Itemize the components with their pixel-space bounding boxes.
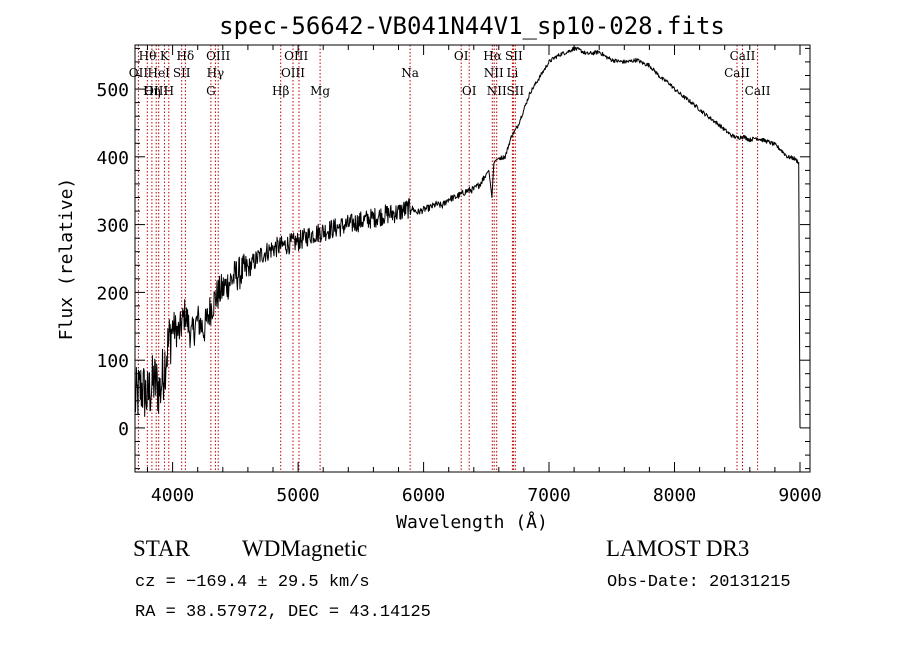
spectrum-line-0 bbox=[134, 46, 801, 428]
line-label-14: Na bbox=[401, 66, 419, 80]
line-label-6: Hα bbox=[483, 49, 502, 63]
redshift-velocity: cz = −169.4 ± 29.5 km/s bbox=[135, 573, 370, 592]
x-axis-label: Wavelength (Å) bbox=[396, 511, 548, 533]
line-label-27: CaII bbox=[745, 84, 771, 98]
plot-frame bbox=[134, 44, 811, 473]
line-label-11: SII bbox=[173, 66, 191, 80]
line-label-15: NII bbox=[484, 66, 504, 80]
line-label-0: Hθ bbox=[139, 49, 157, 63]
chart-title: spec-56642-VB041N44V1_sp10-028.fits bbox=[219, 12, 725, 40]
spectrum-series bbox=[134, 46, 801, 428]
y-tick-label: 200 bbox=[96, 283, 129, 304]
line-label-10: HeI bbox=[148, 66, 171, 80]
line-label-9: OII bbox=[129, 66, 149, 80]
line-label-2: Hδ bbox=[177, 49, 195, 63]
line-label-1: K bbox=[160, 49, 170, 63]
y-axis-label: Flux (relative) bbox=[56, 178, 77, 341]
line-label-22: Hβ bbox=[272, 84, 289, 98]
y-tick-label: 400 bbox=[96, 148, 129, 169]
object-subclass: WDMagnetic bbox=[242, 536, 368, 561]
observation-date: Obs-Date: 20131215 bbox=[607, 573, 791, 592]
line-label-17: CaII bbox=[724, 66, 750, 80]
line-label-3: OIII bbox=[206, 49, 230, 63]
x-tick-label: 9000 bbox=[778, 485, 821, 506]
x-tick-label: 5000 bbox=[276, 485, 319, 506]
line-label-5: OI bbox=[454, 49, 469, 63]
x-axis: 4000 5000 6000 7000 8000 9000 bbox=[147, 45, 822, 506]
line-label-25: NII bbox=[487, 84, 507, 98]
spectral-line-markers bbox=[137, 45, 759, 472]
ra-dec-coordinates: RA = 38.57972, DEC = 43.14125 bbox=[135, 603, 431, 622]
y-tick-label: 500 bbox=[96, 80, 129, 101]
line-label-16: Li bbox=[506, 66, 518, 80]
object-class: STAR bbox=[133, 536, 190, 561]
line-label-7: SII bbox=[505, 49, 523, 63]
line-label-4: OIII bbox=[284, 49, 308, 63]
x-tick-label: 4000 bbox=[151, 485, 194, 506]
y-tick-label: 300 bbox=[96, 216, 129, 237]
line-label-19: Hη bbox=[143, 84, 161, 98]
line-label-18: OIII bbox=[144, 84, 168, 98]
x-tick-label: 6000 bbox=[402, 485, 445, 506]
line-label-12: Hγ bbox=[207, 66, 225, 80]
line-label-20: H bbox=[164, 84, 174, 98]
line-label-13: OIII bbox=[281, 66, 305, 80]
line-label-24: OI bbox=[462, 84, 477, 98]
line-label-21: G bbox=[206, 84, 216, 98]
y-tick-label: 100 bbox=[96, 351, 129, 372]
line-label-26: SII bbox=[506, 84, 524, 98]
y-axis: 0 100 200 300 400 500 bbox=[96, 47, 810, 470]
x-tick-label: 7000 bbox=[527, 485, 570, 506]
y-tick-label: 0 bbox=[118, 419, 129, 440]
survey-name: LAMOST DR3 bbox=[606, 536, 750, 561]
x-tick-label: 8000 bbox=[653, 485, 696, 506]
line-label-23: Mg bbox=[310, 84, 330, 98]
line-label-8: CaII bbox=[730, 49, 756, 63]
